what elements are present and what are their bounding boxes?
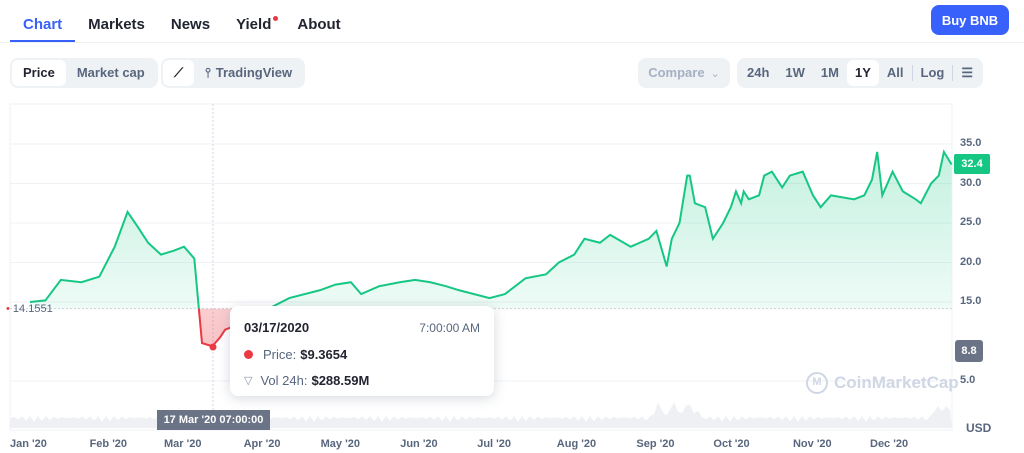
tooltip-time: 7:00:00 AM	[419, 320, 480, 335]
volume-label: Vol 24h:	[260, 373, 308, 388]
y-tick-label: 5.0	[960, 374, 976, 386]
chevron-down-icon: ⌄	[710, 67, 720, 80]
range-24h[interactable]: 24h	[747, 65, 770, 80]
x-tick-label: May '20	[320, 438, 360, 450]
tooltip: 03/17/2020 7:00:00 AM Price: $9.3654 ▽ Vol…	[230, 306, 494, 396]
y-tick-label: 20.0	[960, 255, 982, 268]
x-tick-label: Sep '20	[636, 438, 675, 450]
tab-about[interactable]: About	[297, 16, 341, 33]
range-1m[interactable]: 1M	[820, 65, 839, 80]
baseline-label: • 14.1551	[6, 303, 53, 315]
compare-label: Compare	[648, 65, 705, 80]
price-value: $9.3654	[300, 347, 348, 362]
coinmarketcap-logo-icon: M	[806, 372, 828, 394]
candlestick-icon: ⫯	[205, 65, 211, 80]
notification-dot	[273, 16, 279, 21]
tab-yield[interactable]: Yield	[223, 0, 284, 42]
buy-bnb-button[interactable]: Buy BNB	[931, 5, 1009, 35]
volume-area	[10, 402, 952, 428]
price-label: Price:	[263, 347, 297, 362]
settings-button[interactable]: ☰	[953, 60, 981, 86]
price-marketcap-toggle: Price Market cap	[10, 58, 158, 88]
range-selector: 24h 1W 1M 1Y All Log ☰	[737, 58, 983, 88]
range-1y[interactable]: 1Y	[846, 60, 879, 86]
price-button[interactable]: Price	[12, 60, 66, 86]
tab-yield-label: Yield	[236, 16, 272, 33]
y-tick-label: 35.0	[960, 137, 982, 149]
tab-markets[interactable]: Markets	[88, 16, 145, 33]
line-chart-button[interactable]: ⟋	[163, 60, 195, 86]
tab-chart[interactable]: Chart	[10, 0, 76, 42]
y-tick-label: 15.0	[960, 295, 982, 307]
x-tick-label: Feb '20	[89, 438, 128, 450]
watermark: M CoinMarketCap	[806, 372, 959, 394]
chart-view-toggle: ⟋ ⫯ TradingView	[161, 58, 306, 88]
compare-dropdown[interactable]: Compare ⌄	[638, 58, 730, 88]
x-tick-label: Apr '20	[243, 438, 281, 450]
x-tick-label: Aug '20	[556, 438, 597, 450]
tradingview-label: TradingView	[215, 65, 293, 80]
hover-point	[209, 343, 217, 351]
low-price-badge: 8.8	[955, 340, 983, 362]
range-all[interactable]: All	[886, 65, 904, 80]
x-tick-label: Oct '20	[713, 438, 750, 450]
x-tick-label: Nov '20	[792, 438, 832, 450]
separator	[952, 65, 954, 81]
baseline-value: 14.1551	[12, 303, 53, 315]
tradingview-button[interactable]: ⫯ TradingView	[194, 60, 303, 86]
currency-label: USD	[966, 421, 992, 435]
x-tick-label: Jan '20	[10, 438, 47, 450]
x-tick-label: Dec '20	[870, 438, 909, 450]
sliders-icon: ☰	[961, 65, 973, 80]
volume-value: $288.59M	[311, 373, 370, 388]
tooltip-date: 03/17/2020	[244, 320, 310, 335]
line-chart-icon: ⟋	[174, 65, 184, 80]
x-tick-label: Jul '20	[477, 438, 512, 450]
price-dot-icon	[244, 350, 253, 359]
separator	[911, 65, 913, 81]
crosshair-date-label: 17 Mar '20 07:00:00	[157, 410, 270, 430]
y-tick-label: 30.0	[960, 176, 982, 189]
current-price-badge: 32.4	[954, 154, 990, 174]
range-1w[interactable]: 1W	[785, 65, 805, 80]
main-tabs: Chart Markets News Yield About	[10, 0, 354, 42]
log-button[interactable]: Log	[920, 65, 945, 80]
volume-icon: ▽	[244, 375, 253, 387]
watermark-text: CoinMarketCap	[834, 373, 959, 392]
divider	[0, 42, 1024, 43]
y-tick-label: 25.0	[960, 216, 982, 228]
tab-news[interactable]: News	[170, 16, 211, 33]
x-tick-label: Jun '20	[400, 438, 438, 450]
x-tick-label: Mar '20	[164, 438, 202, 450]
market-cap-button[interactable]: Market cap	[76, 65, 145, 80]
